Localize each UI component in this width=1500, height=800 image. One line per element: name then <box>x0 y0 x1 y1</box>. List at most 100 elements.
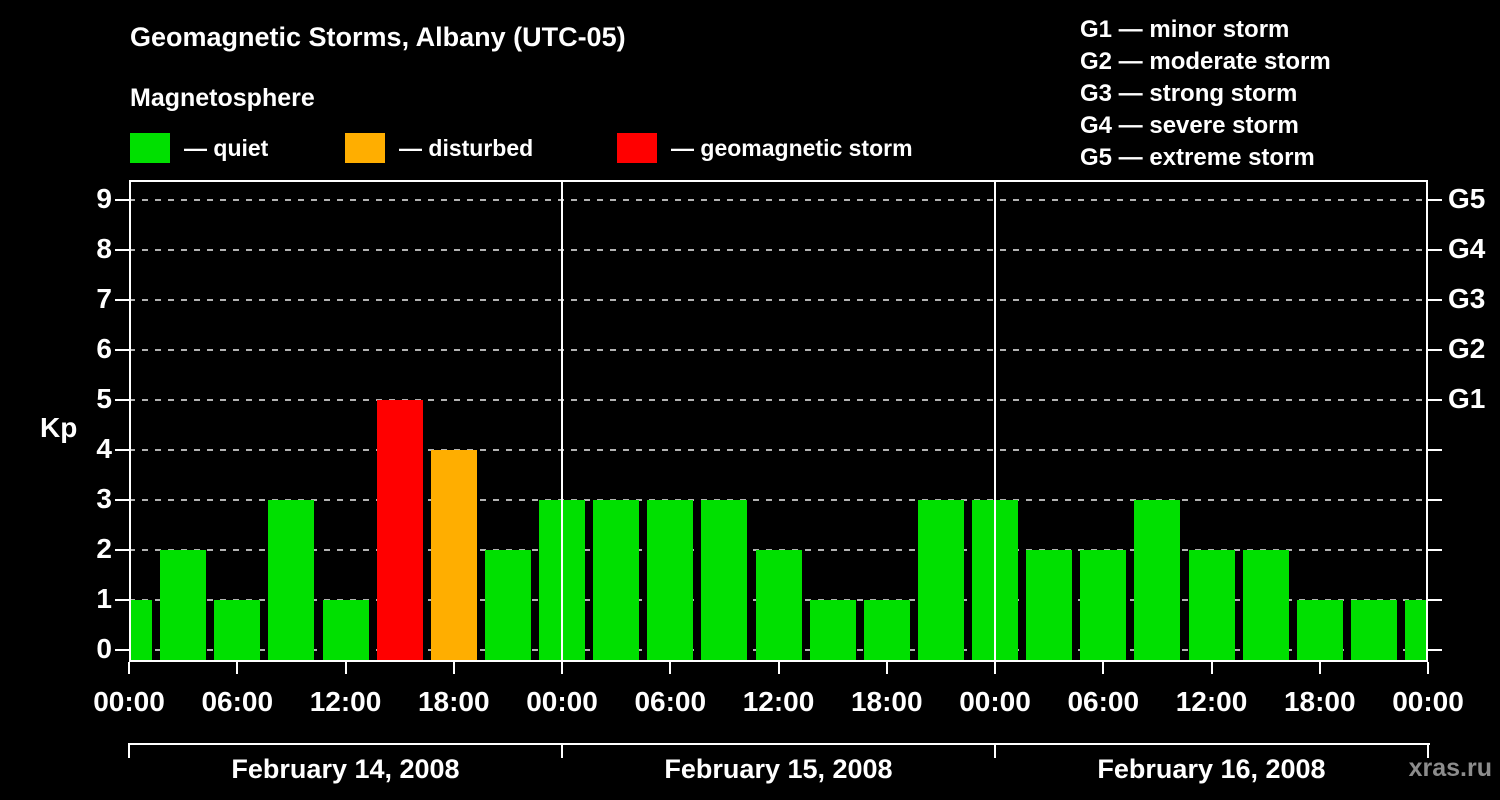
right-axis-tick <box>1428 249 1442 251</box>
x-axis-label: 12:00 <box>742 686 815 717</box>
day-separator <box>561 180 563 662</box>
right-axis-label-g4: G4 <box>1448 233 1486 264</box>
right-axis-tick <box>1428 599 1442 601</box>
y-axis-label: 9 <box>96 183 112 214</box>
date-axis-line <box>129 743 1430 745</box>
storm-scale-g5: G5 — extreme storm <box>1080 144 1315 171</box>
gridline-kp-3 <box>129 499 1428 501</box>
y-axis-label: 0 <box>96 633 112 664</box>
y-axis-label: 3 <box>96 483 112 514</box>
x-axis-tick <box>1318 662 1321 674</box>
x-axis-tick <box>994 662 996 674</box>
x-axis-label: 12:00 <box>1175 686 1248 717</box>
kp-bar <box>1188 550 1235 662</box>
y-axis-tick <box>115 399 129 401</box>
storm-scale-g3: G3 — strong storm <box>1080 80 1298 107</box>
right-axis-label-g2: G2 <box>1448 333 1486 364</box>
disturbed-color-swatch <box>345 133 385 163</box>
x-axis-label: 18:00 <box>850 686 923 717</box>
plot-frame <box>129 180 1428 662</box>
y-axis-tick <box>115 299 129 301</box>
x-axis-label: 00:00 <box>526 686 598 717</box>
y-axis-tick <box>115 649 129 651</box>
y-axis-label: 6 <box>96 333 112 364</box>
legend-label-disturbed: — disturbed <box>399 134 534 161</box>
y-axis-tick <box>115 499 129 501</box>
x-axis-label: 00:00 <box>959 686 1031 717</box>
kp-bar <box>593 500 640 662</box>
date-axis-tick <box>994 743 996 758</box>
kp-bar <box>484 550 531 662</box>
x-axis-tick <box>1102 662 1105 674</box>
x-axis-tick <box>561 662 563 674</box>
kp-bar <box>1405 600 1428 662</box>
y-axis-label: 8 <box>96 233 112 264</box>
gridline-kp-6 <box>129 349 1428 351</box>
kp-bar <box>755 550 802 662</box>
right-axis-tick <box>1428 299 1442 301</box>
x-axis-label: 18:00 <box>417 686 490 717</box>
right-axis-tick <box>1428 399 1442 401</box>
right-axis-tick <box>1428 349 1442 351</box>
legend-heading: Magnetosphere <box>130 84 315 112</box>
kp-bar <box>1296 600 1343 662</box>
y-axis-tick <box>115 199 129 201</box>
kp-bar <box>430 450 477 662</box>
x-axis-tick <box>452 662 455 674</box>
plot-area <box>129 180 1428 662</box>
date-label: February 14, 2008 <box>231 754 460 784</box>
quiet-color-swatch <box>130 133 170 163</box>
storm-color-swatch <box>617 133 657 163</box>
kp-bar <box>1350 600 1397 662</box>
right-axis-label-g3: G3 <box>1448 283 1486 314</box>
kp-bar <box>160 550 207 662</box>
x-axis-tick <box>777 662 780 674</box>
kp-bar <box>214 600 261 662</box>
y-axis-tick <box>115 599 129 601</box>
day-separator <box>994 180 996 662</box>
right-axis-tick <box>1428 199 1442 201</box>
y-axis-label: 1 <box>96 583 112 614</box>
x-axis-label: 12:00 <box>309 686 382 717</box>
kp-bar <box>647 500 694 662</box>
right-axis-tick <box>1428 499 1442 501</box>
kp-bar <box>809 600 856 662</box>
kp-bar <box>1134 500 1181 662</box>
x-axis-tick <box>1210 662 1213 674</box>
legend-item-quiet: — quiet <box>130 133 268 163</box>
legend-label-storm: — geomagnetic storm <box>671 134 913 161</box>
gridline-kp-5 <box>129 399 1428 401</box>
x-axis-tick <box>344 662 347 674</box>
x-axis-tick <box>885 662 888 674</box>
kp-bar <box>268 500 315 662</box>
y-axis-tick <box>115 249 129 251</box>
kp-bar <box>917 500 964 662</box>
x-axis-label: 00:00 <box>93 686 165 717</box>
kp-bar <box>1080 550 1127 662</box>
kp-bar <box>863 600 910 662</box>
x-axis-tick <box>1427 662 1429 674</box>
gridline-kp-4 <box>129 449 1428 451</box>
x-axis-tick <box>669 662 672 674</box>
kp-bar <box>701 500 748 662</box>
y-axis-label: 2 <box>96 533 112 564</box>
right-axis-tick <box>1428 549 1442 551</box>
storm-scale-g4: G4 — severe storm <box>1080 112 1299 139</box>
x-axis-tick <box>236 662 239 674</box>
storm-scale-g1: G1 — minor storm <box>1080 16 1290 43</box>
y-axis-tick <box>115 349 129 351</box>
date-label: February 16, 2008 <box>1097 754 1326 784</box>
storm-scale-g2: G2 — moderate storm <box>1080 48 1331 75</box>
legend-item-disturbed: — disturbed <box>345 133 533 163</box>
gridline-kp-9 <box>129 199 1428 201</box>
chart-title: Geomagnetic Storms, Albany (UTC-05) <box>130 22 626 52</box>
y-axis-tick <box>115 549 129 551</box>
storm-scale-legend: G1 — minor storm G2 — moderate storm G3 … <box>1080 14 1331 174</box>
x-axis-label: 06:00 <box>1067 686 1140 717</box>
right-axis-label-g1: G1 <box>1448 383 1486 414</box>
x-axis-tick <box>128 662 130 674</box>
right-axis-label-g5: G5 <box>1448 183 1486 214</box>
kp-bar <box>1242 550 1289 662</box>
watermark: xras.ru <box>1408 754 1492 782</box>
